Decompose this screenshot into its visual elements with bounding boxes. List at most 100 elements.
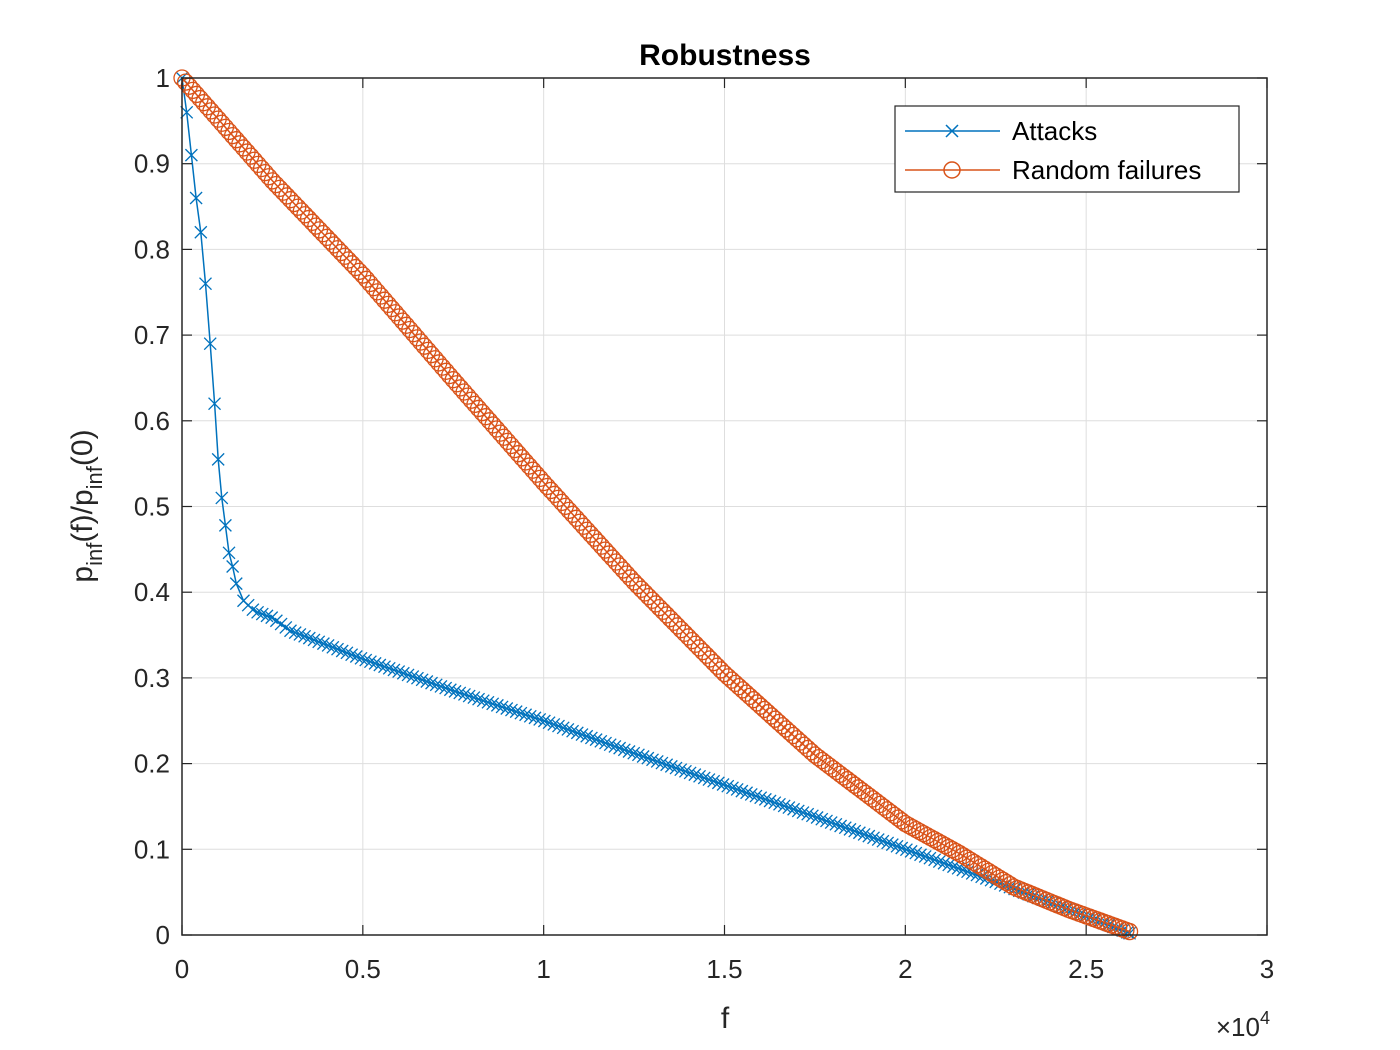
data-point-attacks (918, 850, 932, 863)
y-tick-label: 0.1 (134, 834, 170, 864)
data-point-attacks (429, 678, 443, 692)
data-point-attacks (791, 804, 805, 818)
data-point-attacks (552, 719, 565, 733)
x-tick-label: 2 (898, 954, 912, 984)
data-point-attacks (363, 655, 377, 669)
data-point-attacks (749, 789, 763, 803)
data-layer (173, 69, 1139, 941)
data-point-attacks (815, 812, 829, 826)
data-point-attacks (580, 729, 594, 743)
data-point-attacks (890, 839, 904, 853)
data-point-attacks (768, 796, 782, 810)
y-axis-label-base: p (66, 566, 99, 583)
data-point-attacks (937, 856, 951, 870)
data-point-random-failures (712, 661, 730, 679)
x-axis-exponent-prefix: ×10 (1216, 1012, 1260, 1042)
data-point-attacks (312, 635, 326, 649)
y-tick-label: 0.7 (134, 320, 170, 350)
data-point-attacks (763, 794, 777, 808)
data-point-attacks (533, 712, 547, 726)
data-point-attacks (547, 717, 561, 731)
data-point-attacks (688, 768, 702, 782)
data-point-attacks (848, 824, 862, 838)
data-point-attacks (486, 697, 500, 711)
y-tick-label: 0.2 (134, 749, 170, 779)
data-point-attacks (909, 846, 923, 860)
data-point-random-failures (1120, 922, 1139, 941)
x-axis-exponent: ×104 (1216, 1008, 1270, 1042)
data-point-attacks (458, 688, 471, 701)
data-point-attacks (758, 792, 772, 806)
data-point-attacks (378, 660, 391, 674)
data-point-attacks (561, 723, 575, 736)
data-point-attacks (801, 807, 815, 821)
data-point-attacks (716, 778, 730, 791)
data-point-attacks (199, 277, 212, 291)
data-point-attacks (594, 734, 608, 748)
y-tick-label: 0.8 (134, 234, 170, 264)
data-point-attacks (340, 646, 354, 660)
data-point-attacks (251, 605, 265, 619)
data-point-attacks (664, 759, 678, 773)
data-point-attacks (608, 739, 622, 753)
data-point-attacks (575, 728, 589, 742)
data-point-attacks (914, 848, 927, 862)
data-point-attacks (537, 714, 551, 728)
data-point-attacks (834, 819, 848, 833)
y-axis-label: pinf(f)/pinf(0) (66, 429, 107, 582)
data-point-attacks (345, 648, 359, 662)
data-point-attacks (349, 650, 363, 663)
data-point-attacks (354, 651, 368, 665)
data-point-attacks (302, 631, 316, 645)
data-point-attacks (505, 703, 518, 717)
x-tick-label: 0 (175, 954, 189, 984)
data-point-attacks (636, 750, 650, 763)
data-point-attacks (857, 827, 871, 841)
data-point-attacks (425, 676, 439, 690)
data-point-attacks (434, 679, 448, 693)
data-point-attacks (617, 743, 631, 757)
data-point-attacks (824, 816, 838, 830)
data-point-attacks (862, 829, 876, 843)
data-point-attacks (871, 833, 885, 846)
data-point-attacks (321, 639, 335, 652)
data-point-attacks (495, 700, 509, 714)
series-line-random-failures (181, 77, 1130, 933)
data-point-attacks (509, 705, 523, 719)
data-point-attacks (674, 763, 688, 777)
data-point-attacks (331, 642, 344, 656)
data-point-attacks (307, 633, 321, 647)
data-point-attacks (796, 806, 810, 820)
data-point-attacks (660, 758, 674, 772)
data-point-attacks (448, 684, 462, 698)
data-point-attacks (293, 627, 307, 641)
data-point-attacks (777, 799, 791, 813)
data-point-attacks (514, 706, 528, 720)
data-point-attacks (368, 656, 382, 670)
data-point-attacks (725, 781, 739, 795)
data-point-attacks (406, 670, 420, 684)
data-point-attacks (867, 831, 880, 845)
data-point-attacks (904, 844, 918, 858)
data-point-attacks (226, 560, 240, 573)
data-point-attacks (627, 746, 641, 760)
data-point-attacks (500, 702, 514, 715)
data-point-attacks (655, 756, 669, 770)
data-point-attacks (923, 851, 937, 865)
data-point-attacks (584, 731, 598, 745)
data-point-attacks (410, 671, 424, 685)
data-point-attacks (589, 733, 603, 747)
legend-random-label: Random failures (1012, 155, 1201, 185)
y-tick-label: 1 (156, 63, 170, 93)
data-point-attacks (439, 681, 453, 695)
data-point-attacks (566, 724, 580, 738)
data-point-attacks (678, 764, 692, 778)
data-point-attacks (697, 771, 711, 785)
data-point-attacks (215, 491, 229, 505)
data-point-attacks (631, 748, 645, 762)
data-point-attacks (613, 741, 627, 755)
data-point-attacks (255, 607, 269, 621)
data-point-attacks (260, 609, 274, 623)
data-point-attacks (773, 797, 786, 811)
data-point-attacks (730, 783, 744, 796)
